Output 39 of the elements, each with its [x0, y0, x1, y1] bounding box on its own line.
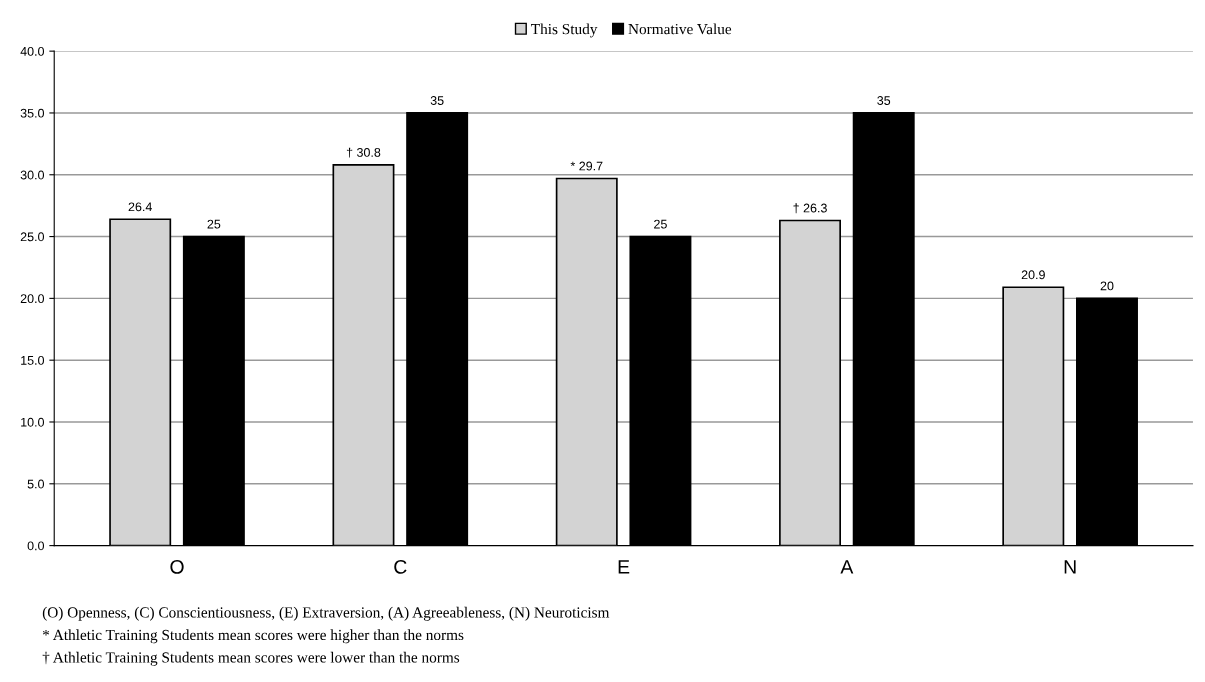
bar	[406, 112, 469, 546]
data-label: 25	[207, 219, 221, 229]
y-tick-label: 25.0	[20, 232, 45, 242]
y-tick-label: 15.0	[21, 355, 45, 365]
data-label: * 29.7	[570, 161, 603, 171]
y-tick-label: 30.0	[20, 170, 45, 180]
y-tick-label: 40.0	[20, 46, 45, 56]
data-label: 35	[877, 96, 891, 105]
text: * Athletic Training Students mean scores were higher than the norms	[42, 629, 464, 644]
x-tick-label: N	[1064, 560, 1076, 574]
bar	[852, 112, 915, 546]
bar	[779, 219, 842, 546]
data-label: 20	[1100, 281, 1114, 291]
y-tick-label: 10.0	[21, 417, 45, 427]
text: † Athletic Training Students mean scores were lower than the norms	[42, 651, 460, 666]
data-label: 35	[430, 96, 444, 105]
bar	[1002, 286, 1065, 546]
bar	[555, 177, 618, 546]
y-tick-label: 20.0	[20, 294, 45, 304]
data-label: 20.9	[1021, 270, 1045, 280]
y-tick-label: 5.0	[27, 479, 45, 489]
bar	[629, 235, 692, 546]
bar	[1076, 297, 1138, 546]
legend-label: This Study	[531, 23, 598, 38]
data-label: † 30.8	[346, 147, 381, 158]
data-label: 26.4	[128, 202, 152, 212]
data-label: 25	[654, 219, 667, 229]
x-tick-label: O	[170, 560, 184, 574]
data-label: † 26.3	[793, 203, 827, 214]
x-tick-label: E	[618, 560, 630, 574]
y-tick-label: 35.0	[20, 108, 45, 118]
y-tick-label: 0.0	[27, 541, 45, 551]
bar	[182, 235, 245, 546]
legend-label: Normative Value	[628, 23, 732, 35]
x-tick-label: A	[840, 560, 854, 574]
bar	[109, 218, 172, 546]
bar	[332, 164, 395, 546]
x-tick-label: C	[394, 560, 407, 574]
text: (O) Openness, (C) Conscientiousness, (E) Extraversion, (A) Agreeableness, (N) Neuroticism	[42, 606, 610, 621]
